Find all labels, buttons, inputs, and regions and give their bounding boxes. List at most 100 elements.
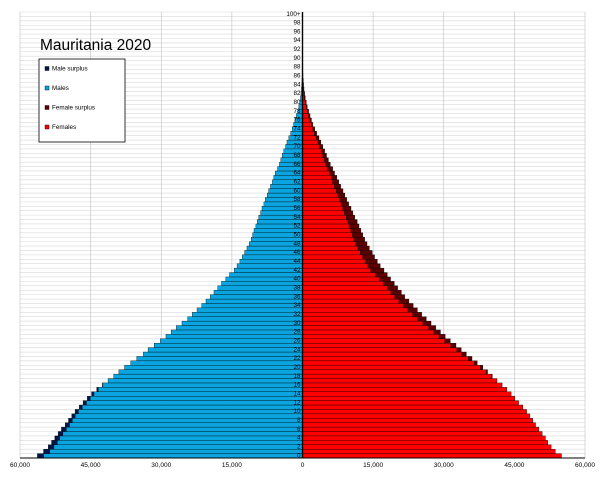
female-bar — [302, 413, 531, 419]
legend-swatch — [44, 66, 50, 71]
male-bar — [225, 276, 303, 282]
female-bar — [302, 307, 409, 313]
age-tick-label: 46 — [293, 249, 301, 256]
female-bar — [302, 373, 492, 379]
female-surplus-bar — [339, 197, 347, 203]
female-bar — [302, 312, 413, 317]
female-bar — [302, 276, 380, 282]
male-bar — [217, 285, 303, 291]
female-bar — [302, 448, 556, 454]
female-surplus-bar — [329, 170, 335, 176]
female-surplus-bar — [342, 206, 352, 211]
female-surplus-bar — [332, 179, 339, 185]
female-surplus-bar — [360, 250, 373, 256]
female-bar — [302, 422, 536, 428]
male-bar — [107, 378, 303, 384]
female-surplus-bar — [304, 95, 306, 101]
female-bar — [302, 237, 354, 242]
female-bar — [302, 135, 317, 141]
age-tick-label: 28 — [293, 329, 301, 336]
female-surplus-bar — [331, 175, 338, 180]
female-surplus-bar — [319, 144, 323, 150]
male-bar — [89, 396, 303, 401]
female-surplus-bar — [312, 126, 315, 132]
age-tick-label: 90 — [293, 55, 301, 62]
x-tick-label: 15,000 — [363, 462, 383, 469]
female-bar — [302, 272, 376, 278]
age-tick-label: 58 — [293, 196, 301, 203]
female-bar — [302, 365, 481, 370]
age-tick-label: 88 — [293, 64, 301, 71]
male-bar — [234, 267, 303, 273]
age-tick-label: 24 — [293, 346, 301, 353]
female-surplus-bar — [485, 369, 488, 375]
male-bar — [43, 453, 303, 459]
female-bar — [302, 197, 340, 203]
age-tick-label: 8 — [297, 417, 301, 424]
male-bar — [81, 404, 303, 410]
male-surplus-bar — [74, 409, 79, 415]
female-surplus-bar — [352, 232, 363, 238]
female-bar — [302, 122, 312, 127]
x-tick-label: 15,000 — [222, 462, 242, 469]
legend-swatch — [44, 105, 50, 110]
female-bar — [302, 426, 540, 432]
female-bar — [302, 126, 314, 132]
male-bar — [59, 435, 303, 441]
female-surplus-bar — [355, 241, 368, 247]
female-bar — [302, 294, 395, 300]
female-bar — [302, 285, 388, 291]
male-bar — [86, 400, 303, 406]
legend-label: Female surplus — [52, 105, 95, 112]
female-bar — [302, 409, 527, 415]
female-surplus-bar — [357, 245, 370, 251]
male-bar — [210, 294, 303, 300]
female-surplus-bar — [375, 272, 388, 278]
female-bar — [302, 435, 546, 441]
age-tick-label: 34 — [293, 302, 301, 309]
age-tick-label: 22 — [293, 355, 301, 362]
female-surplus-bar — [306, 104, 308, 110]
male-bar — [74, 413, 303, 419]
male-bar — [53, 444, 303, 450]
female-bar — [302, 241, 356, 247]
female-bar — [302, 166, 328, 172]
male-surplus-bar — [43, 448, 50, 454]
x-tick-label: 30,000 — [151, 462, 171, 469]
male-surplus-bar — [51, 440, 58, 445]
male-surplus-bar — [79, 404, 83, 410]
female-surplus-bar — [390, 290, 402, 295]
female-surplus-bar — [468, 356, 473, 362]
male-bar — [160, 338, 303, 344]
female-surplus-bar — [474, 360, 478, 366]
female-bar — [302, 369, 487, 375]
age-tick-label: 84 — [293, 81, 301, 88]
female-bar — [302, 404, 524, 410]
age-tick-label: 78 — [293, 108, 301, 115]
age-tick-label: 14 — [293, 391, 301, 398]
female-surplus-bar — [308, 113, 311, 119]
age-tick-label: 60 — [293, 187, 301, 194]
female-bar — [302, 400, 519, 406]
male-bar — [102, 382, 303, 388]
female-bar — [302, 360, 475, 366]
female-bar — [302, 219, 348, 225]
female-bar — [302, 148, 322, 154]
male-bar — [93, 391, 303, 397]
female-bar — [302, 343, 451, 348]
female-surplus-bar — [491, 373, 493, 379]
female-bar — [302, 281, 384, 286]
female-surplus-bar — [305, 100, 307, 105]
male-bar — [118, 369, 303, 375]
female-bar — [302, 131, 315, 136]
female-surplus-bar — [417, 316, 427, 322]
male-bar — [213, 290, 303, 295]
male-bar — [229, 272, 303, 278]
female-bar — [302, 245, 359, 251]
age-tick-label: 80 — [293, 99, 301, 106]
age-tick-label: 74 — [293, 126, 301, 133]
female-surplus-bar — [364, 259, 378, 264]
female-bar — [302, 418, 533, 423]
female-surplus-bar — [383, 281, 395, 286]
